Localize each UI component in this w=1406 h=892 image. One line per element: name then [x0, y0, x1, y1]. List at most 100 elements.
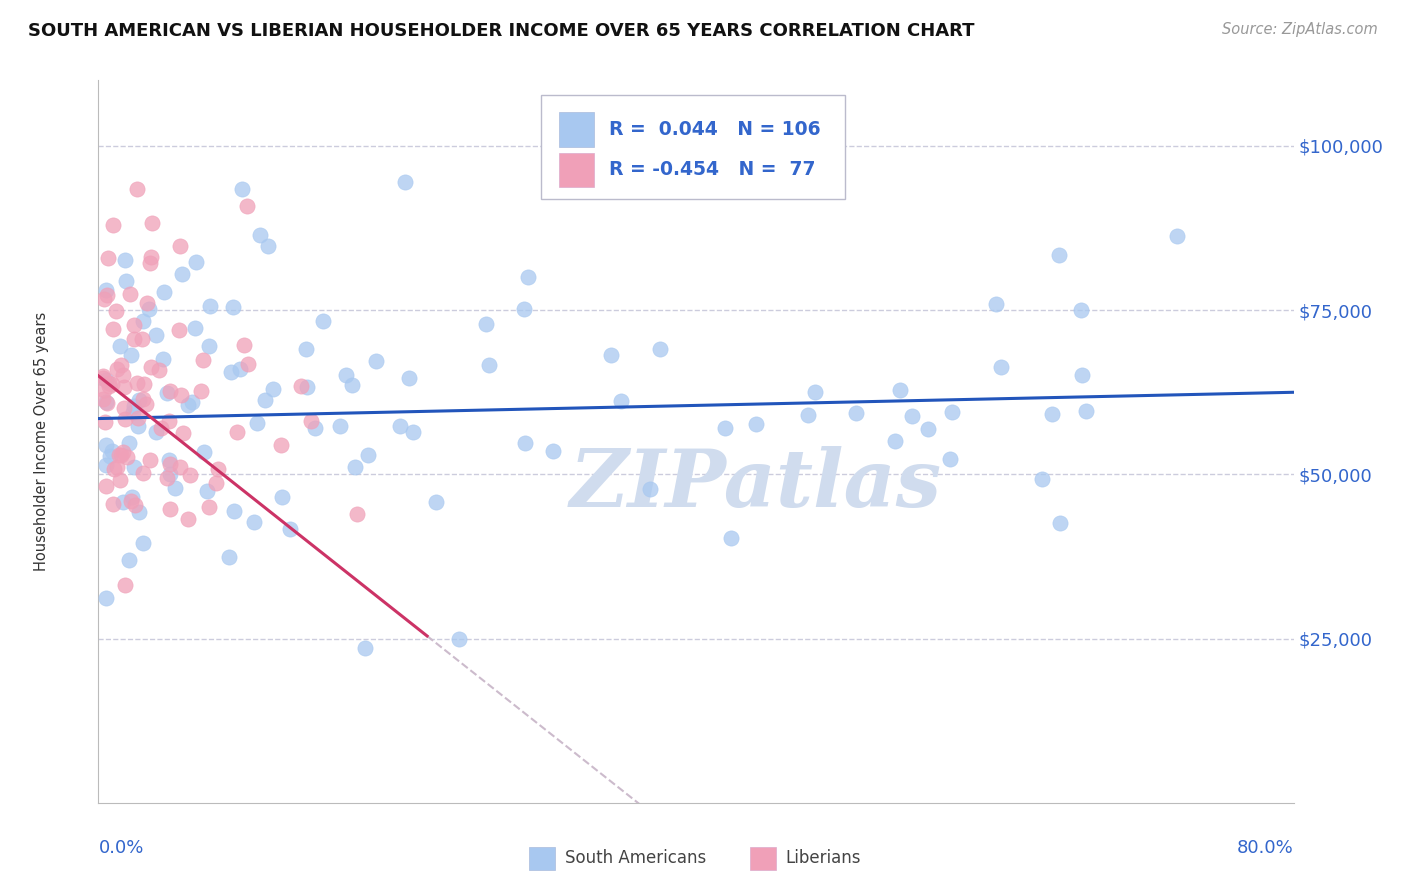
Point: [101, 321, 124, 335]
Point: [354, 641, 377, 656]
Point: [139, 255, 162, 269]
Point: [118, 436, 141, 450]
Point: [610, 394, 633, 409]
Point: [889, 383, 911, 397]
Point: [120, 493, 142, 508]
Point: [94, 394, 117, 409]
Point: [145, 425, 167, 440]
Point: [804, 384, 827, 399]
Point: [101, 497, 124, 511]
Text: Source: ZipAtlas.com: Source: ZipAtlas.com: [1222, 22, 1378, 37]
Text: ZIPatlas: ZIPatlas: [569, 446, 942, 524]
Point: [115, 274, 138, 288]
Point: [159, 457, 181, 471]
Point: [97, 379, 120, 393]
Point: [231, 182, 253, 196]
Point: [96, 288, 118, 302]
Point: [152, 285, 174, 299]
Point: [270, 490, 292, 504]
Point: [97, 251, 120, 265]
Point: [100, 449, 122, 463]
Text: R = -0.454   N =  77: R = -0.454 N = 77: [609, 161, 815, 179]
Point: [844, 406, 866, 420]
Point: [159, 467, 181, 482]
Point: [346, 507, 368, 521]
Point: [477, 358, 499, 372]
Point: [884, 434, 907, 448]
Point: [218, 550, 240, 565]
Point: [165, 481, 187, 495]
Point: [122, 399, 145, 413]
Point: [91, 370, 114, 384]
Point: [114, 253, 136, 268]
Point: [114, 412, 136, 426]
Point: [132, 392, 155, 406]
Point: [141, 216, 163, 230]
Point: [128, 392, 150, 407]
Point: [901, 409, 924, 423]
Point: [105, 362, 128, 376]
Point: [207, 462, 229, 476]
Point: [1074, 404, 1097, 418]
Point: [159, 384, 181, 399]
Point: [366, 354, 388, 368]
Point: [990, 359, 1012, 374]
Text: South Americans: South Americans: [565, 849, 706, 867]
Point: [105, 459, 128, 474]
Point: [128, 410, 150, 425]
Point: [112, 368, 135, 382]
Point: [141, 360, 163, 375]
Point: [197, 339, 219, 353]
Point: [262, 382, 284, 396]
Point: [513, 302, 536, 317]
FancyBboxPatch shape: [558, 112, 595, 147]
Point: [104, 303, 127, 318]
Point: [125, 376, 148, 390]
Point: [94, 283, 117, 297]
Point: [121, 490, 143, 504]
Point: [335, 368, 357, 382]
Point: [236, 199, 259, 213]
Point: [190, 384, 212, 398]
Point: [394, 176, 416, 190]
Point: [101, 444, 124, 458]
Point: [91, 369, 114, 384]
Point: [1070, 303, 1092, 318]
Point: [340, 377, 363, 392]
Point: [344, 459, 367, 474]
Point: [156, 471, 179, 485]
Point: [225, 425, 247, 440]
Point: [103, 462, 125, 476]
Point: [398, 371, 420, 385]
Point: [257, 238, 280, 252]
Point: [114, 578, 136, 592]
Point: [1071, 368, 1094, 382]
Point: [762, 152, 785, 166]
Point: [107, 448, 129, 462]
Point: [224, 504, 246, 518]
FancyBboxPatch shape: [541, 95, 845, 200]
Point: [103, 218, 125, 232]
Point: [449, 632, 471, 647]
Point: [150, 421, 173, 435]
Point: [745, 417, 768, 431]
Point: [229, 361, 252, 376]
Point: [124, 498, 146, 512]
Point: [132, 535, 155, 549]
Text: SOUTH AMERICAN VS LIBERIAN HOUSEHOLDER INCOME OVER 65 YEARS CORRELATION CHART: SOUTH AMERICAN VS LIBERIAN HOUSEHOLDER I…: [28, 22, 974, 40]
Point: [232, 337, 254, 351]
Point: [132, 467, 155, 481]
Point: [278, 522, 301, 536]
Point: [541, 444, 564, 458]
Text: R =  0.044   N = 106: R = 0.044 N = 106: [609, 120, 820, 139]
Point: [183, 321, 205, 335]
Text: 80.0%: 80.0%: [1237, 838, 1294, 857]
Point: [132, 376, 155, 391]
Point: [312, 313, 335, 327]
Point: [219, 366, 242, 380]
Point: [186, 255, 208, 269]
Point: [122, 404, 145, 418]
Point: [179, 468, 201, 483]
Point: [159, 452, 181, 467]
Point: [91, 392, 114, 407]
